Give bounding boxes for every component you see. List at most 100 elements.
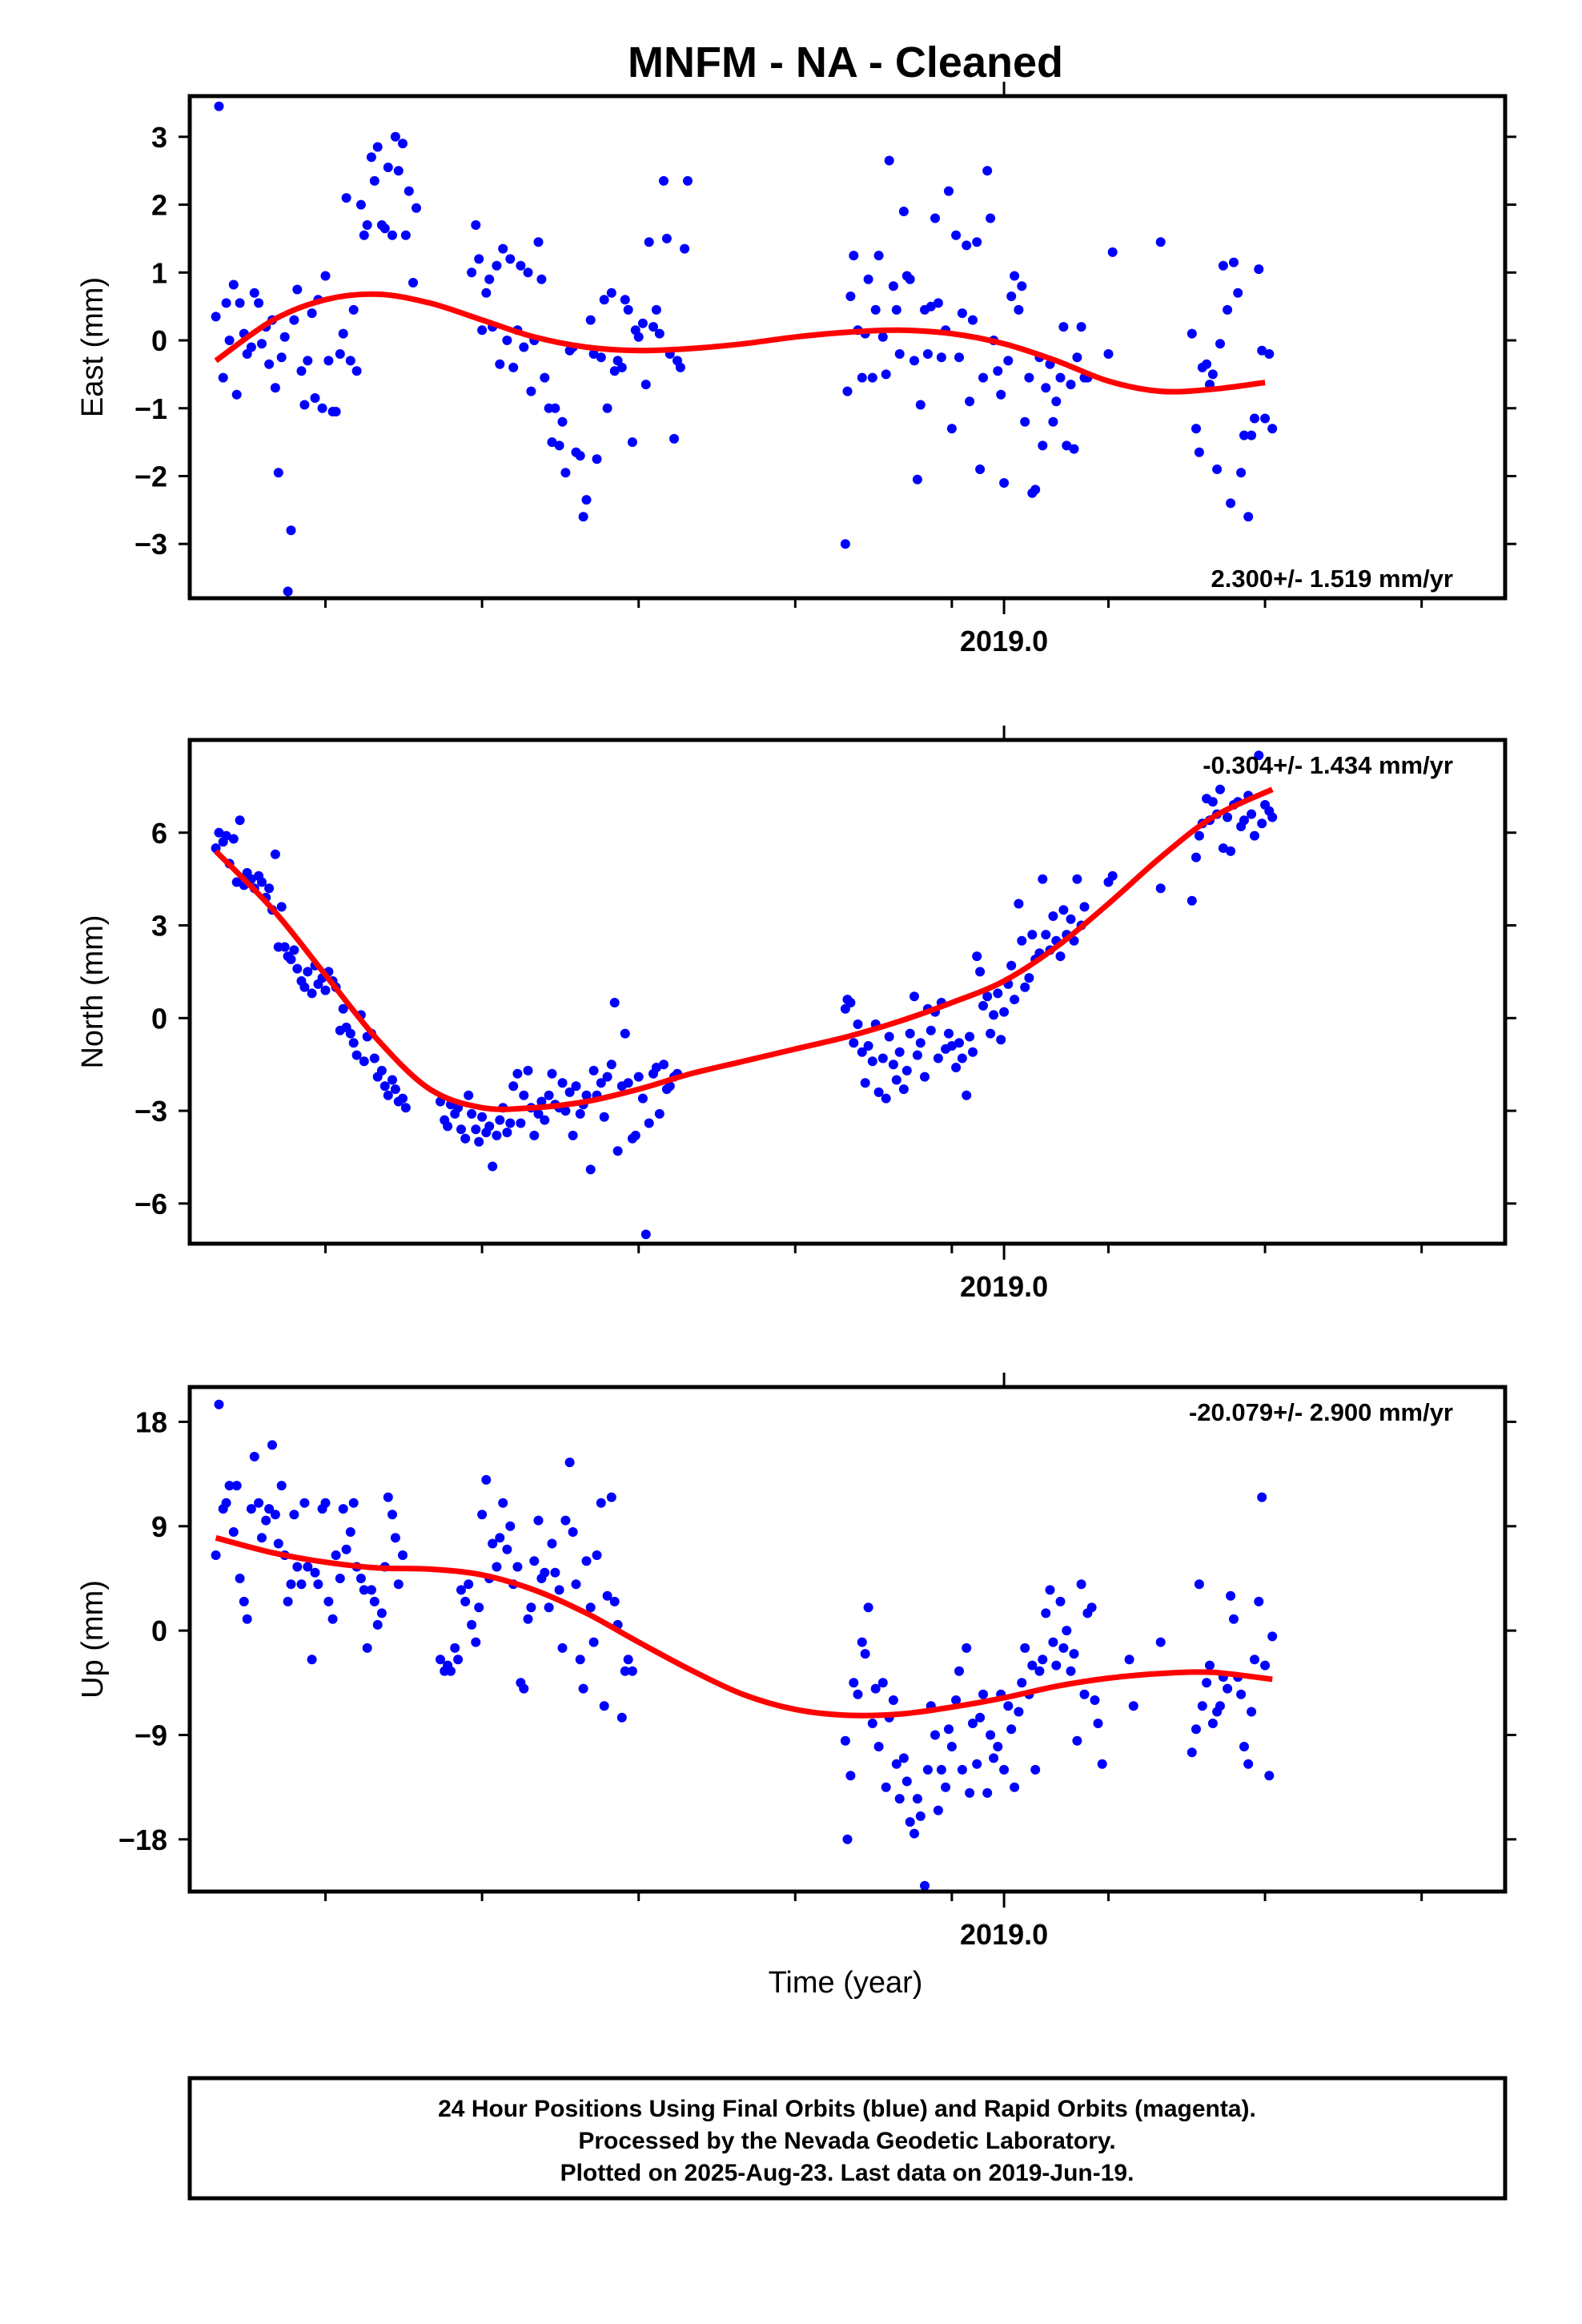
north-point: [993, 988, 1003, 999]
north-point: [946, 1041, 957, 1051]
up-point: [620, 1666, 630, 1676]
up-point: [393, 1579, 404, 1590]
up-point: [261, 1515, 271, 1526]
north-point: [568, 1130, 578, 1140]
east-point: [648, 322, 658, 332]
up-point: [596, 1498, 606, 1508]
up-point: [982, 1787, 993, 1798]
north-ytick-label: −3: [135, 1095, 167, 1128]
up-point: [512, 1562, 523, 1572]
east-point: [214, 101, 224, 111]
east-point: [946, 424, 957, 434]
east-point: [345, 356, 355, 366]
east-ytick-label: −1: [135, 392, 167, 425]
north-point: [279, 942, 290, 952]
up-point: [320, 1498, 331, 1508]
east-point: [477, 325, 488, 336]
up-point: [627, 1666, 637, 1676]
up-point: [989, 1753, 999, 1763]
up-point: [1207, 1719, 1218, 1728]
east-point: [292, 284, 303, 295]
up-point: [554, 1585, 564, 1595]
up-point: [978, 1689, 988, 1699]
east-point: [978, 372, 988, 383]
up-point: [894, 1794, 905, 1804]
east-point: [845, 292, 856, 301]
up-point: [502, 1544, 512, 1554]
east-point: [1267, 424, 1278, 434]
up-point: [283, 1596, 293, 1606]
north-point: [962, 1090, 972, 1100]
north-point: [881, 1093, 891, 1104]
east-point: [533, 237, 544, 247]
east-point: [540, 372, 550, 383]
north-point: [1024, 973, 1034, 983]
up-point: [1027, 1660, 1038, 1671]
up-point: [481, 1474, 492, 1485]
north-point: [292, 963, 303, 974]
east-point: [951, 230, 962, 240]
up-point: [1254, 1596, 1264, 1606]
north-point: [1247, 809, 1257, 819]
north-point: [564, 1087, 575, 1097]
east-ticks: 3 2 1 0 −1 −2 −3: [135, 82, 1516, 614]
up-point: [235, 1574, 245, 1583]
up-point: [498, 1498, 508, 1508]
up-rate: -20.079+/- 2.900 mm/yr: [1189, 1398, 1453, 1426]
north-point: [1194, 830, 1204, 841]
east-point: [379, 223, 390, 234]
up-point: [276, 1481, 287, 1491]
up-point: [860, 1649, 870, 1659]
north-point: [464, 1090, 474, 1100]
east-point: [659, 175, 669, 186]
up-point: [327, 1614, 338, 1624]
up-ytick-label: 18: [135, 1405, 167, 1438]
up-point: [1236, 1689, 1247, 1699]
north-point: [443, 1121, 453, 1132]
east-point: [581, 495, 592, 505]
north-point: [654, 1108, 665, 1119]
up-point: [436, 1655, 445, 1665]
up-point: [1086, 1602, 1097, 1613]
north-point: [345, 1028, 355, 1039]
up-point: [242, 1614, 252, 1624]
up-point: [1191, 1724, 1201, 1735]
up-point: [348, 1498, 359, 1508]
north-point: [544, 1090, 554, 1100]
north-point: [536, 1096, 547, 1107]
up-point: [578, 1683, 588, 1694]
east-point: [498, 243, 508, 254]
north-point: [978, 1000, 988, 1011]
east-point: [633, 332, 644, 342]
up-ylabel: Up (mm): [76, 1580, 110, 1699]
north-point: [307, 988, 317, 999]
east-frame: [187, 94, 1508, 601]
east-point: [637, 318, 648, 328]
north-point: [1223, 812, 1233, 822]
up-point: [840, 1735, 850, 1746]
up-point: [264, 1504, 275, 1514]
up-point: [877, 1678, 888, 1688]
east-point: [669, 433, 679, 444]
east-point: [867, 372, 877, 383]
up-point: [273, 1538, 283, 1549]
north-ytick-label: 6: [151, 817, 167, 850]
up-point: [335, 1574, 345, 1583]
east-ytick-label: 3: [151, 121, 167, 154]
up-point: [341, 1544, 351, 1554]
east-point: [1207, 369, 1218, 380]
north-point: [986, 1028, 996, 1039]
east-point: [999, 478, 1010, 488]
east-point: [957, 308, 967, 319]
east-point: [286, 525, 296, 536]
up-point: [1250, 1655, 1259, 1665]
east-point: [962, 240, 972, 251]
up-point: [467, 1619, 477, 1630]
up-points: [211, 1399, 1278, 1891]
north-points: [211, 750, 1278, 1240]
north-point: [982, 991, 993, 1002]
up-point: [1014, 1707, 1024, 1717]
north-point: [557, 1078, 568, 1088]
